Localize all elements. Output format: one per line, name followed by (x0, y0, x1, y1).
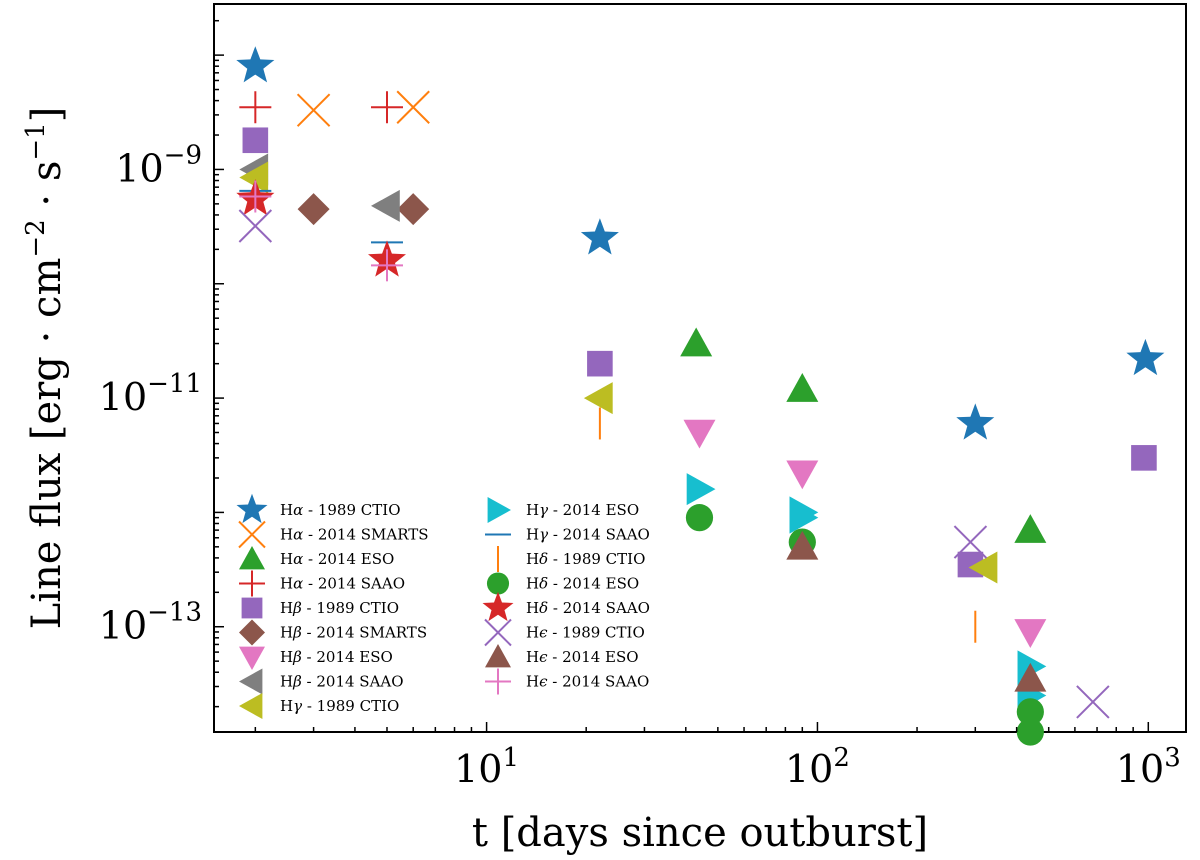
data-point-series-9-pt-0 (686, 473, 716, 506)
legend-label-13: Hδ - 2014 SAAO (526, 599, 650, 617)
legend-marker-4 (241, 597, 263, 619)
data-point-series-8-pt-1 (583, 382, 613, 415)
data-point-series-12-pt-0 (685, 504, 714, 532)
data-point-series-12-pt-3 (1016, 718, 1044, 746)
data-point-series-6-pt-0 (683, 419, 716, 449)
legend-label-12: Hδ - 2014 ESO (526, 575, 639, 593)
data-point-series-14-pt-2 (1076, 685, 1110, 719)
legend-label-9: Hγ - 2014 ESO (526, 501, 639, 519)
legend-marker-8 (239, 693, 263, 719)
data-point-series-4-pt-3 (1131, 445, 1157, 471)
data-point-series-2-pt-1 (786, 373, 819, 402)
x-tick-label-1: 102 (785, 743, 850, 791)
legend-label-6: Hβ - 2014 ESO (280, 648, 393, 666)
legend-label-11: Hδ - 1989 CTIO (526, 550, 645, 568)
y-tick-label-1: 10−11 (99, 369, 202, 419)
data-point-series-0-pt-2 (956, 403, 995, 440)
x-axis-label: t [days since outburst] (472, 810, 928, 856)
data-point-series-16-pt-0 (239, 180, 272, 213)
y-tick-label-0: 10−9 (115, 140, 202, 190)
data-point-series-3-pt-0 (239, 91, 272, 124)
data-point-series-6-pt-2 (1014, 619, 1047, 648)
data-point-series-5-pt-1 (397, 193, 430, 226)
y-axis-ticks: 10−9 10−11 10−13 (99, 19, 224, 708)
data-point-series-8-pt-0 (239, 161, 269, 194)
legend-marker-9 (487, 497, 511, 523)
data-point-series-2-pt-0 (680, 327, 713, 357)
data-point-series-1-pt-1 (396, 90, 430, 124)
legend-marker-1 (238, 520, 266, 549)
data-point-series-0-pt-3 (1126, 338, 1165, 376)
y-axis-label-main: Line flux [erg · cm (24, 258, 70, 630)
legend-marker-13 (482, 591, 514, 622)
y-axis-label: Line flux [erg · cm−2 · s−1] (21, 107, 70, 630)
data-point-series-1-pt-0 (296, 93, 331, 127)
legend-label-15: Hϵ - 2014 ESO (526, 648, 639, 666)
y-axis-label-exp1: −2 (21, 219, 51, 257)
data-point-series-12-pt-2 (1016, 698, 1044, 726)
data-point-series-6-pt-1 (786, 460, 819, 490)
x-tick-label-0: 101 (454, 743, 519, 791)
legend-marker-3 (239, 570, 265, 597)
legend-label-7: Hβ - 2014 SAAO (280, 673, 404, 691)
y-axis-label-end: ] (24, 107, 70, 123)
data-point-series-16-pt-1 (370, 249, 403, 282)
data-point-series-0-pt-0 (236, 46, 275, 83)
legend-label-5: Hβ - 2014 SMARTS (280, 624, 427, 642)
data-point-series-15-pt-0 (786, 530, 819, 560)
data-point-series-8-pt-2 (968, 551, 998, 584)
legend-label-0: Hα - 1989 CTIO (280, 501, 401, 519)
legend-label-4: Hβ - 1989 CTIO (280, 599, 399, 617)
data-point-series-15-pt-1 (1014, 662, 1047, 692)
data-point-series-5-pt-0 (297, 193, 330, 226)
data-markers (236, 46, 1165, 746)
data-point-series-14-pt-1 (953, 525, 988, 559)
data-point-series-0-pt-1 (580, 218, 619, 255)
legend-marker-2 (239, 546, 265, 570)
y-axis-label-exp2: −1 (21, 122, 51, 160)
legend: Hα - 1989 CTIO Hα - 2014 SMARTS Hα - 2014 … (236, 493, 650, 719)
data-point-series-7-pt-1 (370, 189, 400, 222)
x-tick-label-2: 103 (1116, 743, 1181, 791)
y-tick-label-2: 10−13 (99, 598, 202, 648)
plot-frame (213, 3, 1187, 733)
legend-label-16: Hϵ - 2014 SAAO (526, 673, 649, 691)
data-point-series-4-pt-1 (587, 350, 613, 377)
legend-marker-6 (239, 646, 265, 670)
legend-marker-15 (485, 644, 511, 668)
data-point-series-3-pt-1 (370, 91, 403, 124)
legend-marker-12 (486, 572, 510, 595)
legend-label-2: Hα - 2014 ESO (280, 550, 394, 568)
data-point-series-14-pt-0 (238, 209, 273, 243)
data-point-series-2-pt-2 (1014, 514, 1047, 543)
legend-label-8: Hγ - 1989 CTIO (280, 697, 399, 715)
legend-marker-5 (239, 619, 265, 646)
legend-marker-16 (485, 668, 511, 695)
legend-marker-0 (236, 493, 268, 524)
x-axis-ticks: 101 102 103 (254, 722, 1181, 791)
y-axis-label-mid: · s (24, 161, 70, 220)
legend-label-3: Hα - 2014 SAAO (280, 575, 405, 593)
legend-label-14: Hϵ - 1989 CTIO (526, 624, 645, 642)
legend-label-10: Hγ - 2014 SAAO (526, 526, 650, 544)
legend-label-1: Hα - 2014 SMARTS (280, 526, 429, 544)
data-point-series-4-pt-0 (242, 127, 269, 154)
data-point-series-9-pt-2 (789, 501, 819, 534)
legend-marker-14 (484, 618, 512, 647)
legend-marker-7 (239, 668, 263, 695)
